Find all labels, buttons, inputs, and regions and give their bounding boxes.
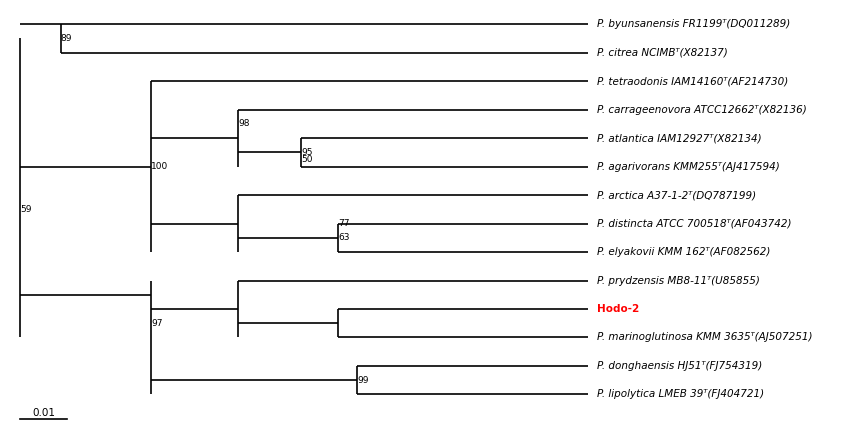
Text: P. byunsanensis FR1199ᵀ(DQ011289): P. byunsanensis FR1199ᵀ(DQ011289) (597, 19, 790, 29)
Text: P. marinoglutinosa KMM 3635ᵀ(AJ507251): P. marinoglutinosa KMM 3635ᵀ(AJ507251) (597, 332, 813, 342)
Text: 77: 77 (338, 219, 350, 228)
Text: Hodo-2: Hodo-2 (597, 304, 639, 314)
Text: 89: 89 (61, 34, 72, 43)
Text: P. elyakovii KMM 162ᵀ(AF082562): P. elyakovii KMM 162ᵀ(AF082562) (597, 247, 770, 257)
Text: P. tetraodonis IAM14160ᵀ(AF214730): P. tetraodonis IAM14160ᵀ(AF214730) (597, 76, 789, 86)
Text: P. citrea NCIMBᵀ(X82137): P. citrea NCIMBᵀ(X82137) (597, 48, 728, 58)
Text: 63: 63 (338, 233, 350, 242)
Text: 97: 97 (151, 319, 163, 328)
Text: 0.01: 0.01 (33, 408, 55, 418)
Text: P. distincta ATCC 700518ᵀ(AF043742): P. distincta ATCC 700518ᵀ(AF043742) (597, 218, 792, 228)
Text: P. agarivorans KMM255ᵀ(AJ417594): P. agarivorans KMM255ᵀ(AJ417594) (597, 162, 780, 172)
Text: 99: 99 (357, 376, 369, 385)
Text: 95: 95 (301, 148, 312, 157)
Text: P. donghaensis HJ51ᵀ(FJ754319): P. donghaensis HJ51ᵀ(FJ754319) (597, 361, 763, 371)
Text: 59: 59 (20, 205, 32, 214)
Text: P. lipolytica LMEB 39ᵀ(FJ404721): P. lipolytica LMEB 39ᵀ(FJ404721) (597, 390, 764, 399)
Text: P. carrageenovora ATCC12662ᵀ(X82136): P. carrageenovora ATCC12662ᵀ(X82136) (597, 104, 807, 115)
Text: 50: 50 (301, 155, 312, 164)
Text: 98: 98 (239, 120, 250, 129)
Text: P. prydzensis MB8-11ᵀ(U85855): P. prydzensis MB8-11ᵀ(U85855) (597, 276, 760, 286)
Text: 100: 100 (151, 162, 168, 171)
Text: P. atlantica IAM12927ᵀ(X82134): P. atlantica IAM12927ᵀ(X82134) (597, 133, 762, 143)
Text: P. arctica A37-1-2ᵀ(DQ787199): P. arctica A37-1-2ᵀ(DQ787199) (597, 190, 757, 200)
